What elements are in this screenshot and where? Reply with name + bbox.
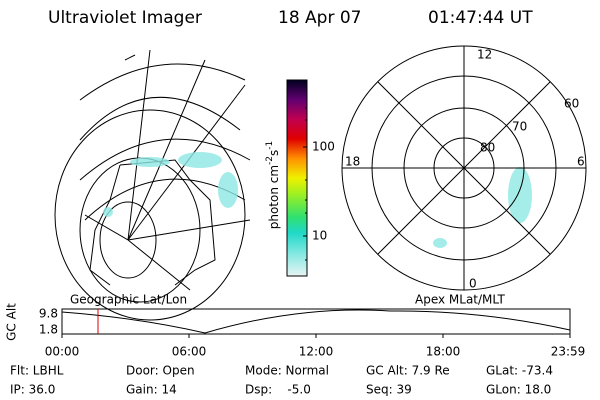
mlt-label: 0: [469, 277, 477, 291]
time-ticks: [61, 334, 571, 338]
geo-grid: [54, 49, 251, 321]
geo-grid: [124, 54, 136, 61]
geo-grid: [79, 96, 241, 141]
colorbar-ticks: [303, 107, 307, 261]
footer-field: GLat: -73.4: [486, 364, 553, 378]
mlt-label: 18: [345, 155, 360, 169]
colorbar: [286, 79, 308, 277]
panel-label: Geographic Lat/Lon: [70, 293, 187, 307]
geo-grid: [127, 49, 151, 241]
time-label: 12:00: [299, 345, 334, 359]
footer-field: GC Alt: 7.9 Re: [366, 364, 450, 378]
footer-field: Seq: 39: [366, 383, 412, 397]
footer-field: IP: 36.0: [10, 383, 55, 397]
time-label: 06:00: [172, 345, 207, 359]
geo-grid: [127, 219, 251, 241]
aurora: [103, 207, 113, 217]
mlat-label: 60: [564, 97, 579, 111]
mlt-label: 12: [477, 48, 492, 62]
panel-label: Apex MLat/MLT: [415, 293, 505, 307]
aurora: [218, 172, 238, 208]
geo-grid: [79, 63, 246, 101]
aurora: [508, 167, 532, 223]
time-label: 18:00: [426, 345, 461, 359]
aurora: [130, 157, 170, 167]
unit-base: photon cm: [267, 165, 281, 229]
unit-exp: -2: [265, 156, 275, 165]
altitude-tick: 9.8: [39, 307, 58, 321]
time-label: 00:00: [45, 345, 80, 359]
footer-field: Dsp: -5.0: [245, 383, 311, 397]
geo-grid: [54, 109, 246, 321]
mlat-label: 70: [512, 120, 527, 134]
altitude-frame: [61, 308, 571, 335]
colorbar-unit: photon cm-2s-1: [265, 141, 281, 230]
altitude-tick: 1.8: [39, 323, 58, 337]
colorbar-tick: 100: [312, 140, 335, 154]
unit-exp: -1: [265, 141, 275, 150]
polar-grid: [342, 46, 586, 290]
geo-grid: [84, 214, 129, 241]
time: 01:47:44 UT: [428, 8, 533, 28]
footer-field: Flt: LBHL: [10, 364, 64, 378]
aurora: [178, 152, 222, 168]
footer: Flt: LBHL Door: Open Mode: Normal GC Alt: 7…: [10, 364, 553, 397]
altitude-label: GC Alt: [5, 303, 19, 341]
footer-field: Mode: Normal: [245, 364, 329, 378]
geo-grid: [99, 201, 157, 279]
colorbar-ticks: [303, 107, 307, 261]
unit-mid: s: [267, 150, 281, 156]
geo-grid: [89, 159, 216, 286]
polar-grid: [341, 45, 587, 291]
colorbar-tick: 10: [312, 229, 327, 243]
altitude-curve: [61, 309, 571, 334]
time-label: 23:59: [551, 345, 586, 359]
mlt-label: 6: [577, 155, 585, 169]
footer-field: Door: Open: [126, 364, 195, 378]
instrument-title: Ultraviolet Imager: [48, 8, 202, 28]
footer-field: Gain: 14: [126, 383, 177, 397]
date: 18 Apr 07: [278, 8, 361, 28]
aurora: [433, 238, 447, 248]
footer-field: GLon: 18.0: [486, 383, 551, 397]
geo-grid: [79, 138, 251, 181]
aurora: [103, 152, 532, 248]
time-ticks: [61, 334, 571, 338]
mlat-label: 80: [480, 141, 495, 155]
geo-grid: [127, 59, 206, 241]
